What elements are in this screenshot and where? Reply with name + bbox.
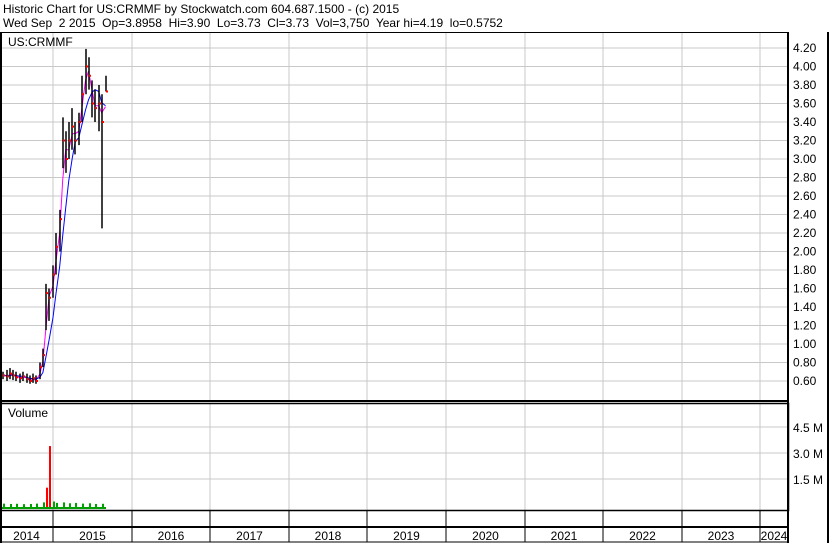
- price-bars: [2, 48, 108, 384]
- price-tick-label: 2.40: [793, 208, 817, 222]
- volume-bar: [36, 503, 38, 509]
- price-tick-label: 1.20: [793, 319, 817, 333]
- volume-baseline: [2, 507, 106, 509]
- close-mark: [53, 273, 55, 276]
- close-mark: [13, 374, 15, 377]
- volume-bar: [102, 503, 104, 509]
- close-mark: [72, 125, 74, 128]
- close-mark: [60, 218, 62, 221]
- volume-bar: [10, 503, 12, 509]
- price-panel-border: [0, 32, 789, 401]
- price-tick-label: 3.40: [793, 115, 817, 129]
- close-mark: [49, 296, 51, 299]
- year-tick-label: 2015: [79, 529, 106, 543]
- year-tick-label: 2019: [393, 529, 420, 543]
- close-mark: [75, 139, 77, 142]
- volume-bar: [75, 502, 77, 509]
- price-tick-label: 2.80: [793, 171, 817, 185]
- volume-bar: [89, 503, 91, 509]
- close-mark: [99, 102, 101, 105]
- close-mark: [63, 139, 65, 142]
- volume-panel-border: [0, 402, 790, 512]
- volume-label: Volume: [8, 406, 48, 420]
- year-tick-label: 2016: [158, 529, 185, 543]
- price-tick-label: 0.80: [793, 356, 817, 370]
- volume-bar: [49, 446, 51, 509]
- price-tick-label: 2.00: [793, 245, 817, 259]
- symbol-label: US:CRMMF: [8, 35, 73, 49]
- close-mark: [92, 102, 94, 105]
- price-tick-label: 1.60: [793, 282, 817, 296]
- close-mark: [82, 93, 84, 96]
- close-mark: [30, 380, 32, 382]
- year-tick-label: 2017: [236, 529, 263, 543]
- volume-bar: [53, 501, 55, 509]
- volume-bar: [43, 502, 45, 509]
- volume-bar: [63, 502, 65, 509]
- close-mark: [86, 65, 88, 68]
- year-tick-label: 2020: [472, 529, 499, 543]
- year-tick-label: 2023: [708, 529, 735, 543]
- chart-frame: [0, 32, 829, 543]
- year-tick-label: 2014: [13, 529, 40, 543]
- close-mark: [46, 292, 48, 295]
- long-moving-average: [3, 88, 106, 380]
- close-mark: [7, 375, 9, 378]
- year-tick-label: 2024: [761, 529, 788, 543]
- moving-averages: [3, 70, 106, 381]
- close-mark: [16, 376, 18, 379]
- close-mark: [56, 245, 58, 248]
- close-mark: [23, 375, 25, 378]
- volume-bar: [16, 503, 18, 509]
- volume-tick-label: 1.5 M: [793, 473, 823, 487]
- close-mark: [43, 354, 45, 357]
- year-tick-label: 2021: [551, 529, 578, 543]
- axis-labels: 0.60 0.80 1.00 1.20 1.40 1.60 1.80 2.00 2.20 2.40…: [13, 41, 823, 543]
- price-tick-label: 3.00: [793, 152, 817, 166]
- volume-bar: [69, 503, 71, 509]
- price-tick-label: 3.80: [793, 78, 817, 92]
- price-tick-label: 4.20: [793, 41, 817, 55]
- volume-bar: [46, 487, 48, 509]
- close-mark: [89, 74, 91, 77]
- close-mark: [106, 90, 108, 93]
- close-mark: [102, 121, 104, 123]
- close-mark: [20, 377, 22, 380]
- close-mark: [33, 377, 35, 380]
- grid: [0, 32, 788, 510]
- year-tick-label: 2022: [629, 529, 656, 543]
- close-mark: [66, 158, 68, 160]
- short-moving-average: [3, 70, 106, 381]
- quote-summary: Wed Sep 2 2015 Op=3.8958 Hi=3.90 Lo=3.73…: [3, 16, 503, 30]
- chart-title: Historic Chart for US:CRMMF by Stockwatc…: [3, 2, 400, 16]
- volume-bar: [3, 503, 5, 509]
- close-mark: [36, 380, 38, 382]
- price-tick-label: 1.40: [793, 300, 817, 314]
- close-mark: [27, 378, 29, 381]
- volume-bar: [82, 503, 84, 509]
- volume-bar: [56, 502, 58, 509]
- price-tick-label: 4.00: [793, 60, 817, 74]
- price-tick-label: 0.60: [793, 374, 817, 388]
- year-tick-label: 2018: [315, 529, 342, 543]
- close-mark: [69, 139, 71, 142]
- close-mark: [79, 121, 81, 123]
- price-tick-label: 3.60: [793, 97, 817, 111]
- close-mark: [10, 372, 12, 375]
- volume-bars: [2, 446, 106, 509]
- close-mark: [3, 374, 5, 377]
- volume-tick-label: 4.5 M: [793, 421, 823, 435]
- price-tick-label: 1.80: [793, 263, 817, 277]
- close-mark: [95, 107, 97, 110]
- volume-bar: [95, 503, 97, 509]
- price-tick-label: 1.00: [793, 337, 817, 351]
- price-tick-label: 3.20: [793, 134, 817, 148]
- volume-bar: [30, 503, 32, 509]
- close-mark: [40, 366, 42, 369]
- volume-tick-label: 3.0 M: [793, 447, 823, 461]
- price-tick-label: 2.60: [793, 189, 817, 203]
- price-tick-label: 2.20: [793, 226, 817, 240]
- volume-bar: [23, 504, 25, 509]
